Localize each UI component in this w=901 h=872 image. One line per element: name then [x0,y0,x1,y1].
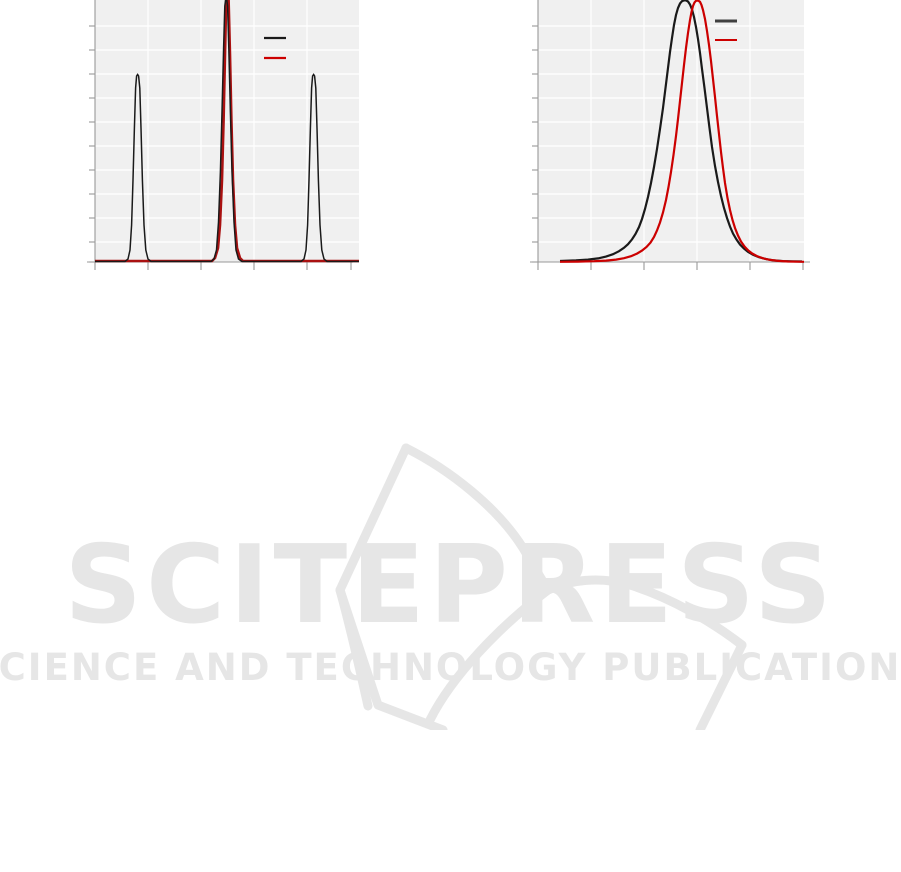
vertical-gridlines [147,0,308,262]
horizontal-gridlines [538,25,804,243]
left-panel-svg [87,0,359,270]
left-black-curve [95,0,359,263]
left-panel [85,0,375,290]
y-axis-ticks [532,25,538,263]
scitepress-watermark: SCITEPRESS SCIENCE AND TECHNOLOGY PUBLIC… [0,430,901,730]
right-black-curve [559,0,803,263]
y-axis-ticks [89,25,95,263]
vertical-gridlines [590,0,751,262]
watermark-svg: SCITEPRESS SCIENCE AND TECHNOLOGY PUBLIC… [0,443,901,730]
right-panel-legend [715,19,737,41]
right-panel-svg [530,0,810,270]
right-red-curve [559,0,805,263]
left-panel-legend [264,36,286,60]
watermark-brand: SCITEPRESS [64,523,835,648]
open-book-logo [335,443,747,730]
horizontal-gridlines [95,25,359,243]
watermark-tagline: SCIENCE AND TECHNOLOGY PUBLICATIONS [0,646,901,689]
figure-panel-row [0,0,901,300]
left-red-curve [95,0,359,263]
x-axis-ticks [537,262,804,270]
x-axis-ticks [94,262,352,270]
right-panel [528,0,818,290]
